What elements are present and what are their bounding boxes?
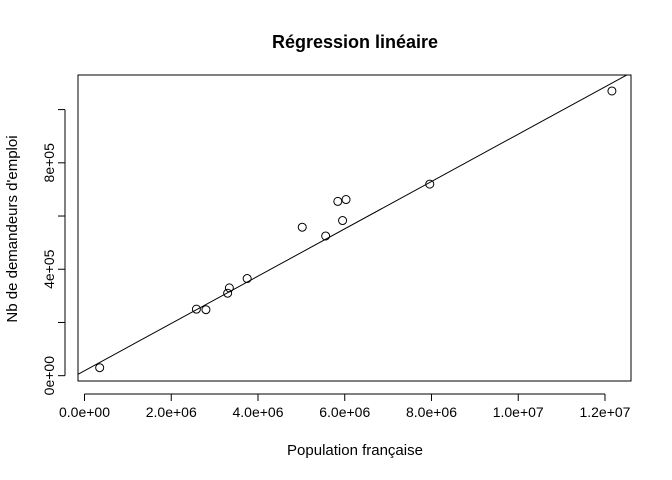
chart-title: Régression linéaire [272, 32, 438, 52]
data-point [191, 304, 201, 314]
y-axis-label: Nb de demandeurs d'emploi [4, 135, 21, 322]
regression-line [78, 75, 628, 375]
data-point [338, 216, 348, 226]
data-point [95, 363, 105, 373]
x-tick-label: 1.2e+07 [579, 404, 630, 420]
data-point [242, 274, 252, 284]
data-point [224, 283, 234, 293]
x-tick-label: 2.0e+06 [146, 404, 197, 420]
data-point [223, 288, 233, 298]
plot-area: 0.0e+00 2.0e+06 4.0e+06 6.0e+06 8.0e+06 1.0e+… [41, 74, 632, 420]
x-tick-label: 6.0e+06 [319, 404, 370, 420]
data-point [607, 86, 617, 96]
y-tick-label: 0e+00 [41, 356, 57, 396]
data-point [201, 305, 211, 315]
data-point [297, 222, 307, 232]
x-tick-label: 1.0e+07 [493, 404, 544, 420]
y-tick-label: 8e+05 [41, 143, 57, 183]
x-tick-label: 0.0e+00 [59, 404, 110, 420]
data-point [321, 231, 331, 241]
plot-frame [77, 74, 632, 382]
data-point [341, 195, 351, 205]
x-axis-label: Population française [287, 442, 423, 459]
x-tick-label: 8.0e+06 [406, 404, 457, 420]
data-point [333, 196, 343, 206]
data-point [425, 179, 435, 189]
y-tick-label: 4e+05 [41, 249, 57, 289]
x-tick-label: 4.0e+06 [232, 404, 283, 420]
